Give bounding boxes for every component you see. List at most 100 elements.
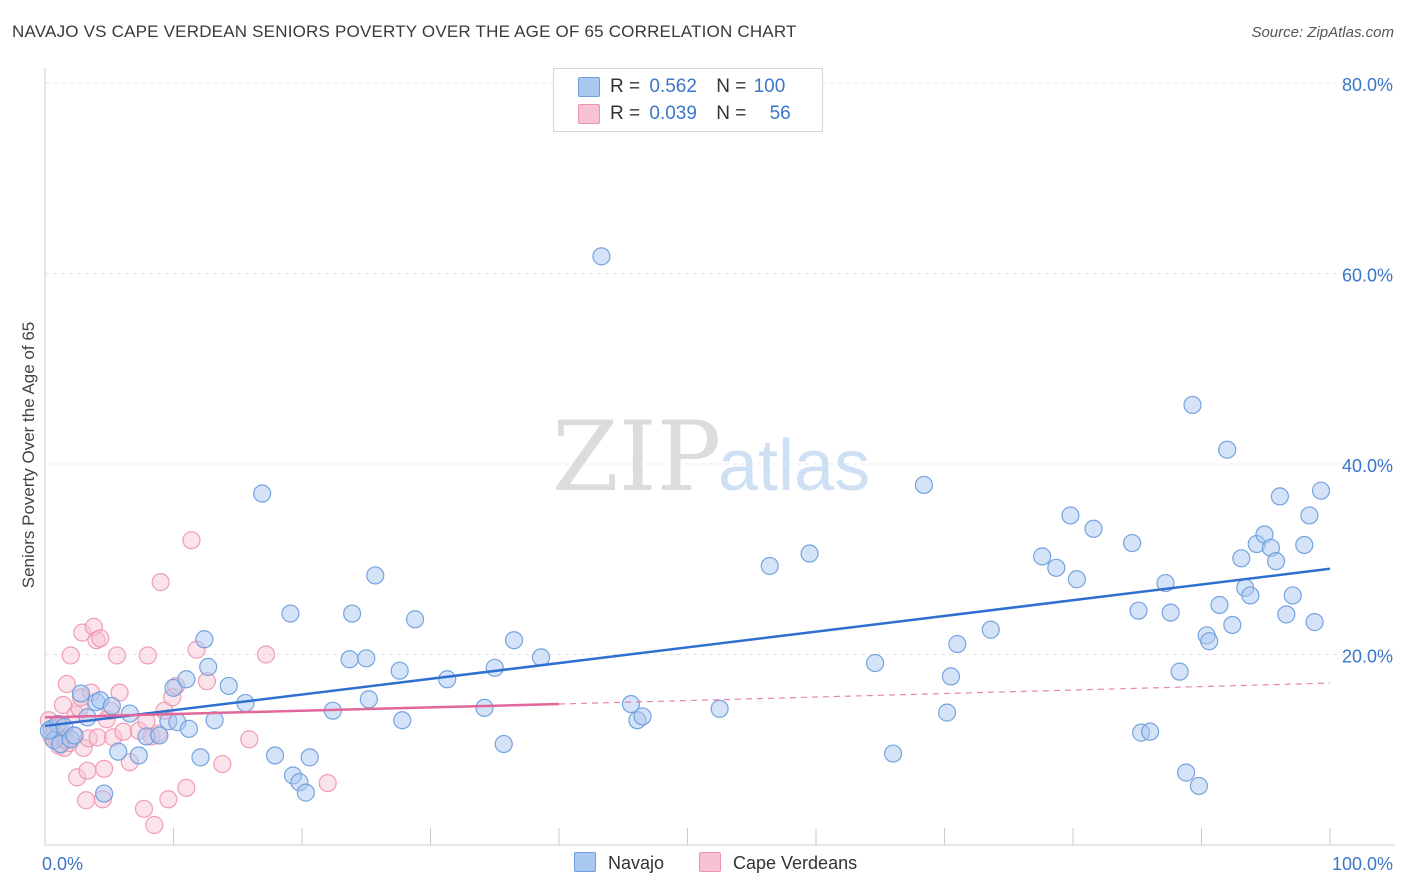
navajo-point (120, 704, 139, 723)
navajo-point (340, 650, 359, 669)
source-label: Source: ZipAtlas.com (1251, 24, 1394, 41)
navajo-point (633, 707, 652, 726)
navajo-point (494, 734, 513, 754)
navajo-point (760, 556, 779, 576)
legend-r-label: R = (610, 103, 641, 124)
navajo-point (1176, 763, 1196, 782)
navajo-point (1084, 519, 1103, 538)
navajo-point (1232, 549, 1251, 568)
legend-r-value: 0.562 (649, 76, 697, 97)
navajo-point (366, 566, 385, 585)
navajo-point (359, 690, 378, 709)
navajo-point (866, 653, 885, 673)
cape-verdeans-point (182, 531, 201, 550)
navajo-point (883, 744, 903, 763)
navajo-point (1189, 776, 1209, 796)
navajo-point (281, 604, 300, 623)
navajo-point (1277, 605, 1296, 624)
navajo-point (1067, 570, 1086, 589)
navajo-point (1047, 558, 1066, 577)
navajo-point (191, 748, 210, 767)
navajo-point (39, 721, 58, 740)
navajo-point (937, 703, 957, 722)
cape-verdeans-swatch (578, 103, 600, 124)
cape-verdeans-point (177, 778, 196, 797)
cape-verdeans-point (61, 646, 80, 665)
cape-verdeans-point (145, 815, 164, 835)
navajo-point (621, 694, 641, 714)
navajo-point (393, 711, 412, 730)
cape-verdeans-point (73, 623, 92, 642)
navajo-point (253, 484, 272, 503)
cape-verdeans-trend-extension (558, 682, 1331, 705)
cape-verdeans-point (318, 773, 337, 793)
cape-verdeans-point (114, 722, 133, 741)
navajo-point (219, 676, 238, 696)
cape-verdeans-point (110, 683, 129, 702)
gridlines (45, 82, 1395, 655)
cape-verdeans-point (95, 759, 114, 778)
bottom-legend-cape-verdeans: Cape Verdeans (699, 852, 857, 874)
y-tick-label: 20.0% (1342, 647, 1393, 667)
navajo-point (1300, 506, 1319, 525)
navajo-point (1129, 601, 1148, 620)
legend-n-value: 100 (753, 76, 786, 97)
navajo-point (1295, 535, 1314, 555)
navajo-point (405, 610, 425, 629)
bottom-legend-label: Navajo (608, 853, 665, 873)
correlation-legend: R = 0.562 N = 100 R = 0.039 N = 56 (553, 68, 823, 132)
navajo-trend-line (44, 567, 1331, 728)
legend-r-value: 0.039 (649, 103, 697, 124)
navajo-point (438, 670, 457, 689)
cape-verdeans-swatch (699, 852, 721, 873)
cape-verdeans-point (91, 629, 110, 648)
navajo-point (1183, 395, 1202, 415)
navajo-point (504, 631, 524, 650)
navajo-point (1241, 586, 1260, 605)
y-tick-label: 60.0% (1342, 266, 1393, 286)
navajo-point (265, 746, 285, 765)
watermark: ZIP atlas (552, 401, 870, 513)
cape-verdeans-trend-line (44, 702, 560, 719)
cape-verdeans-point (134, 799, 154, 818)
navajo-point (343, 604, 362, 623)
navajo-point (177, 670, 196, 689)
cape-verdeans-point (107, 646, 127, 665)
navajo-point (199, 657, 218, 676)
cape-verdeans-point (77, 791, 96, 810)
navajo-point (475, 698, 494, 717)
legend-r-label: R = (610, 76, 641, 97)
cape-verdeans-point (68, 768, 87, 787)
cape-verdeans-point (78, 761, 97, 780)
legend-row-navajo: R = 0.562 N = 100 (578, 76, 785, 100)
navajo-point (390, 661, 409, 680)
navajo-point (1210, 595, 1229, 615)
cape-verdeans-point (74, 738, 93, 757)
navajo-point (179, 719, 199, 738)
legend-row-cape-verdeans: R = 0.039 N = 56 (578, 103, 791, 127)
x-tick-label: 100.0% (1332, 854, 1393, 874)
watermark-atlas: atlas (718, 426, 870, 506)
navajo-point (1283, 586, 1302, 605)
navajo-point (357, 649, 376, 668)
navajo-point (1266, 552, 1286, 571)
navajo-point (1305, 613, 1324, 632)
y-axis-label: Seniors Poverty Over the Age of 65 (19, 322, 38, 588)
navajo-point (296, 783, 315, 802)
trend-lines (44, 567, 1331, 728)
cape-verdeans-point (240, 730, 259, 749)
navajo-point (1200, 632, 1219, 651)
legend-n-label: N = (716, 103, 747, 124)
bottom-legend-navajo: Navajo (574, 852, 665, 874)
navajo-point (1311, 481, 1331, 500)
x-tick-label: 0.0% (42, 854, 83, 874)
navajo-point (1123, 533, 1142, 553)
navajo-point (164, 678, 183, 697)
navajo-point (948, 634, 967, 654)
cape-verdeans-point (57, 674, 76, 694)
y-tick-label: 80.0% (1342, 75, 1393, 95)
navajo-point (102, 696, 121, 716)
navajo-point (150, 726, 169, 745)
navajo-point (1033, 547, 1052, 566)
